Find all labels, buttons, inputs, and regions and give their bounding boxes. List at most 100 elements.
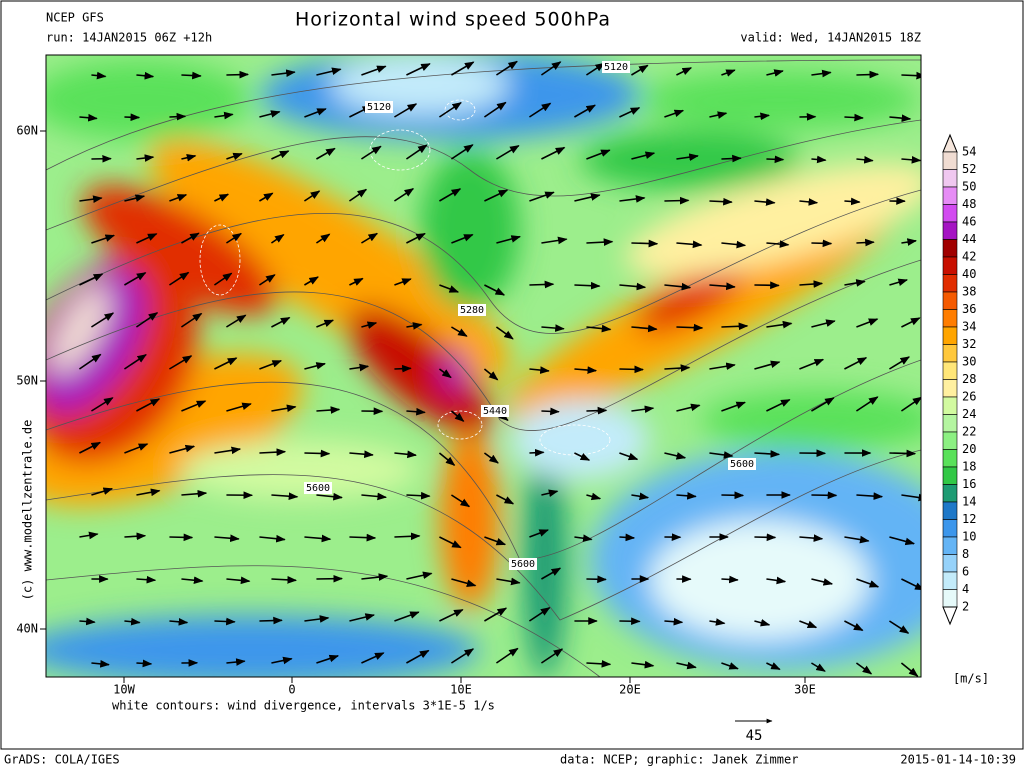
colorbar-bin	[942, 449, 958, 468]
wind-arrow	[259, 360, 283, 370]
wind-arrow	[799, 280, 824, 288]
colorbar-label: 50	[962, 180, 976, 194]
wind-arrow	[811, 397, 835, 412]
wind-arrow	[213, 272, 233, 286]
wind-arrow	[226, 576, 251, 585]
wind-arrow	[754, 198, 776, 206]
wind-arrow	[181, 71, 202, 80]
wind-arrow	[439, 608, 464, 622]
wind-arrow	[541, 567, 562, 580]
wind-arrow	[483, 101, 507, 118]
wind-arrow	[676, 661, 697, 670]
colorbar-label: 36	[962, 302, 976, 316]
wind-arrow	[394, 103, 418, 118]
wind-arrow	[631, 492, 650, 501]
wind-arrow	[484, 536, 507, 546]
wind-arrow	[709, 451, 734, 459]
wind-arrow	[889, 449, 917, 458]
wind-arrow	[394, 611, 420, 622]
wind-arrow	[855, 662, 873, 675]
wind-arrow	[79, 617, 96, 626]
wind-arrow	[259, 534, 286, 543]
wind-arrow	[136, 71, 155, 80]
wind-arrow	[574, 104, 596, 118]
wind-arrow	[79, 195, 103, 203]
wind-arrow	[856, 318, 879, 328]
wind-arrow	[721, 662, 739, 670]
wind-arrow	[664, 364, 691, 372]
wind-arrow	[721, 401, 746, 412]
wind-arrow	[214, 534, 240, 543]
wind-arrow	[540, 648, 564, 664]
colorbar-bin	[942, 256, 958, 275]
contour-label: 5280	[460, 305, 484, 316]
wind-arrow	[901, 71, 921, 80]
wind-arrow	[169, 533, 194, 542]
wind-arrow	[585, 62, 605, 76]
wind-arrow	[676, 67, 693, 76]
wind-arrow	[889, 278, 908, 286]
wind-arrow	[181, 489, 208, 498]
wind-arrow	[889, 536, 915, 546]
wind-arrow	[574, 534, 593, 543]
wind-arrow	[811, 155, 827, 164]
wind-arrow	[529, 448, 545, 457]
wind-arrow	[438, 101, 462, 118]
wind-arrow	[438, 452, 456, 466]
wind-arrow	[169, 617, 189, 626]
contour-label-box	[304, 482, 332, 494]
divergence-contours	[199, 99, 611, 456]
wind-arrow	[631, 64, 649, 76]
wind-arrow	[406, 649, 430, 664]
wind-arrow	[394, 278, 412, 286]
colorbar-bin	[942, 519, 958, 538]
wind-arrow	[316, 406, 341, 414]
model-name: NCEP GFS	[46, 11, 104, 25]
wind-arrow	[541, 407, 560, 416]
wind-arrow	[496, 577, 521, 586]
colorbar-label: 8	[962, 547, 969, 561]
wind-arrow	[259, 110, 281, 118]
wind-arrow	[226, 152, 243, 161]
wind-arrow	[394, 532, 421, 541]
colorbar-bin	[942, 571, 958, 590]
wind-arrow	[79, 113, 98, 122]
contour-label: 5600	[730, 459, 754, 470]
contour-label-box	[481, 405, 509, 417]
wind-arrow	[181, 153, 197, 162]
lat-label: 40N	[16, 622, 38, 636]
wind-arrow	[136, 659, 153, 668]
colorbar-label: 12	[962, 512, 976, 526]
wind-arrow	[676, 491, 697, 500]
axes: 60N 50N 40N 10W 0 10E 20E 30E	[16, 124, 816, 697]
colorbar-bin	[942, 326, 958, 345]
wind-arrow	[901, 493, 921, 502]
colorbar-label: 46	[962, 215, 976, 229]
wind-arrow	[619, 106, 641, 118]
wind-arrow	[856, 238, 875, 247]
wind-arrow	[540, 61, 562, 76]
wind-arrow	[406, 232, 426, 244]
wind-arrow	[90, 312, 115, 328]
wind-arrow	[844, 197, 861, 206]
colorbar-label: 18	[962, 460, 976, 474]
wind-arrow	[136, 154, 155, 162]
colorbar-label: 22	[962, 425, 976, 439]
colorbar-bin	[942, 274, 958, 293]
colorbar-bin	[942, 291, 958, 310]
wind-arrow	[574, 281, 601, 290]
wind-arrow	[259, 616, 283, 625]
colorbar-label: 42	[962, 250, 976, 264]
wind-arrow	[91, 397, 114, 412]
wind-arrow	[450, 494, 471, 508]
contour-label: 5440	[483, 406, 507, 417]
colorbar-bin	[942, 361, 958, 380]
wind-arrow	[901, 317, 921, 328]
colorbar-bin	[942, 554, 958, 573]
vector-scale-label: 45	[746, 728, 763, 744]
wind-arrow	[124, 443, 149, 454]
wind-arrow	[619, 533, 636, 542]
wind-arrow	[271, 404, 297, 413]
